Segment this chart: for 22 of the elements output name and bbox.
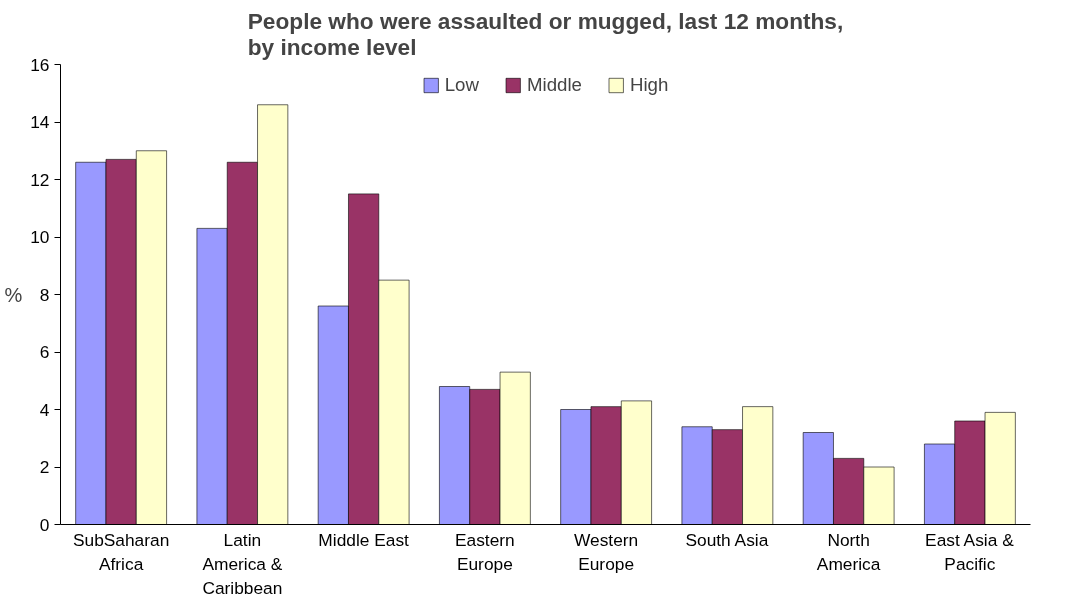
y-tick-label: 6	[39, 342, 50, 362]
y-tick-label: 2	[39, 457, 50, 477]
x-tick-label: Western Europe	[574, 529, 639, 574]
chart-title: People who were assaulted or mugged, last 12 months, by income level	[247, 7, 844, 60]
x-tick-label: Middle East	[318, 529, 410, 550]
legend-label: High	[629, 74, 669, 96]
y-tick-label: 0	[39, 514, 50, 535]
y-tick-label: 10	[30, 227, 50, 247]
y-axis-title: %	[4, 283, 23, 306]
y-tick-label: 14	[30, 112, 50, 132]
y-tick-label: 12	[30, 169, 50, 190]
x-tick-label: SubSaharan Africa	[72, 529, 170, 574]
y-tick-label: 4	[39, 399, 50, 420]
x-tick-label: East Asia & Pacific	[925, 529, 1015, 574]
x-tick-label: Eastern Europe	[455, 529, 515, 574]
x-tick-label: North America	[816, 529, 881, 574]
y-tick-label: 16	[30, 54, 50, 75]
y-tick-label: 8	[39, 284, 50, 305]
legend-label: Middle	[526, 74, 582, 96]
x-tick-label: South Asia	[685, 529, 769, 550]
x-tick-label: Latin America & Caribbean	[202, 529, 283, 598]
legend-label: Low	[444, 74, 479, 96]
